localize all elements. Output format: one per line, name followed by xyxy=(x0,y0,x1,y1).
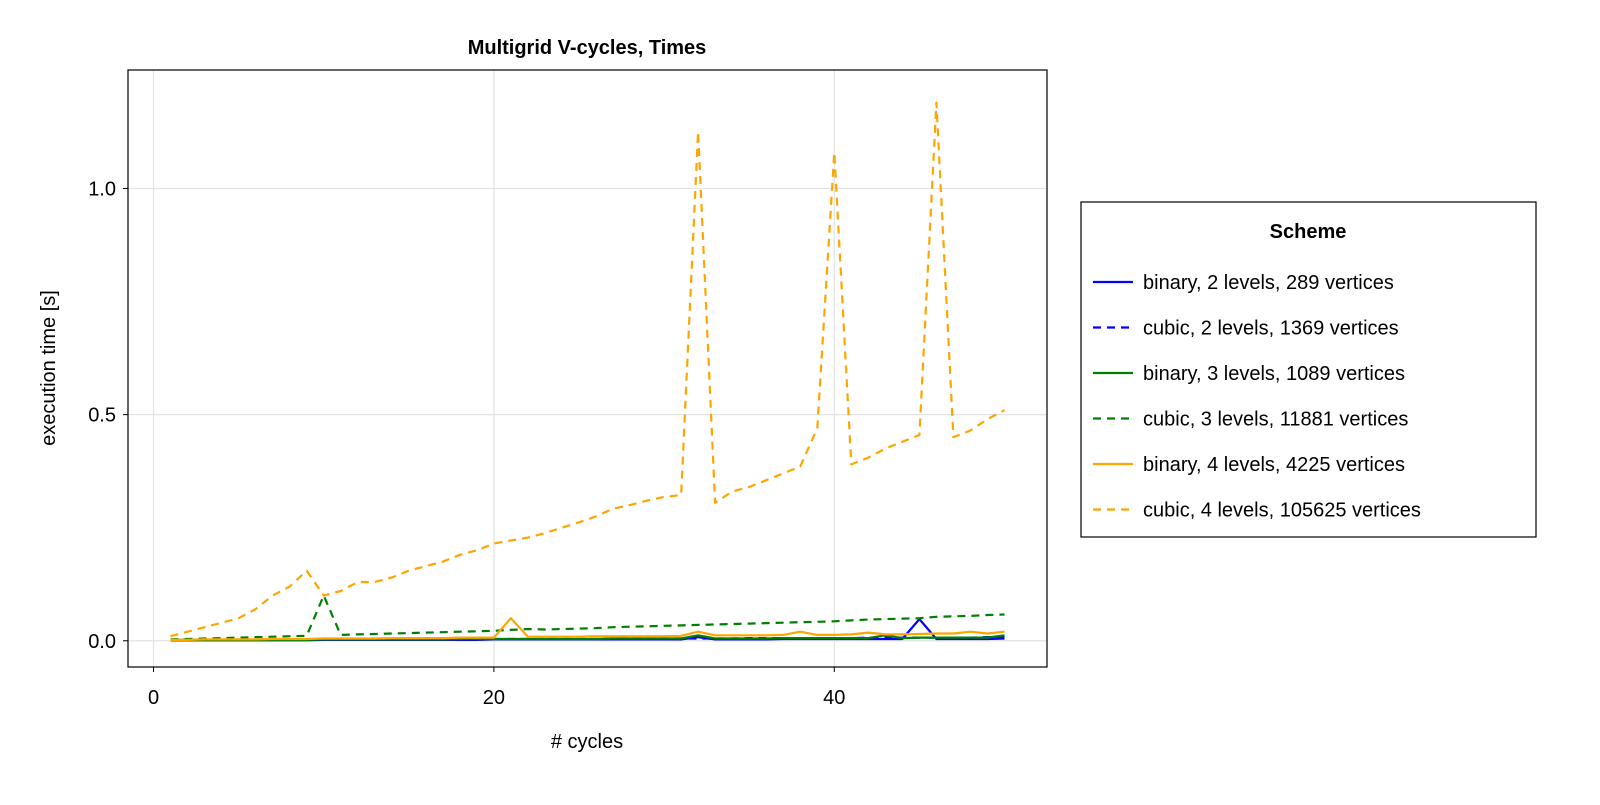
series-line-4 xyxy=(170,617,1005,642)
x-tick-label: 20 xyxy=(483,687,505,709)
y-tick-label: 1.0 xyxy=(88,178,116,200)
y-tick-label: 0.5 xyxy=(88,405,116,427)
x-axis-label: # cycles xyxy=(551,731,623,753)
legend: Scheme binary, 2 levels, 289 vertices cub… xyxy=(1080,201,1537,538)
y-axis-label: execution time [s] xyxy=(38,290,60,446)
legend-label: cubic, 4 levels, 105625 vertices xyxy=(1143,500,1421,522)
series-line-3 xyxy=(170,594,1005,641)
x-tick-label: 40 xyxy=(823,687,845,709)
legend-label: binary, 2 levels, 289 vertices xyxy=(1143,272,1394,294)
chart-title: Multigrid V-cycles, Times xyxy=(468,37,707,59)
x-tick-label: 0 xyxy=(148,687,159,709)
legend-label: cubic, 2 levels, 1369 vertices xyxy=(1143,318,1399,340)
legend-label: binary, 3 levels, 1089 vertices xyxy=(1143,363,1405,385)
legend-box xyxy=(1080,201,1537,538)
plot-frame xyxy=(127,69,1048,668)
legend-label: binary, 4 levels, 4225 vertices xyxy=(1143,454,1405,476)
y-tick-label: 0.0 xyxy=(88,631,116,653)
series-lines xyxy=(170,101,1006,642)
series-line-5 xyxy=(170,101,1006,638)
legend-title: Scheme xyxy=(1270,221,1347,243)
ticks: 0 20 40 0.0 0.5 1.0 xyxy=(88,178,845,709)
legend-label: cubic, 3 levels, 11881 vertices xyxy=(1143,409,1408,431)
grid xyxy=(128,70,1047,667)
